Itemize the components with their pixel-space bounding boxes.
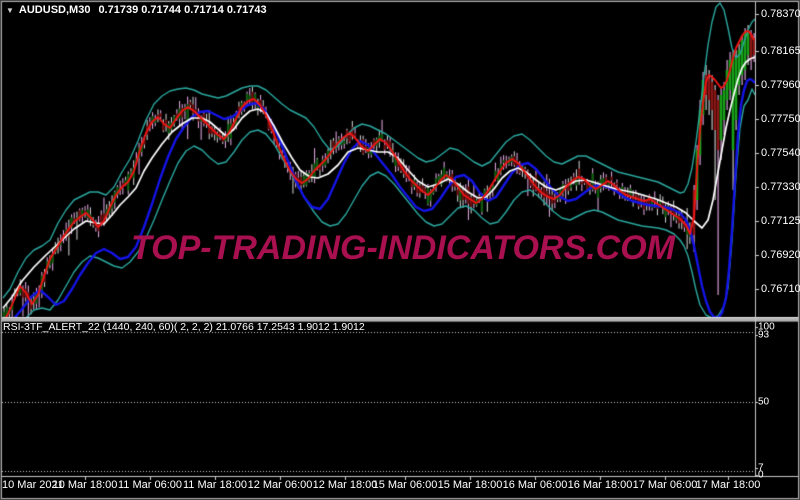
time-axis-label: 17 Mar 06:00 bbox=[632, 479, 698, 491]
indicator-label: RSI-3TF_ALERT_22 (1440, 240, 60)( 2, 2, … bbox=[3, 321, 365, 333]
time-axis-label: 15 Mar 06:00 bbox=[372, 479, 438, 491]
time-axis-label: 17 Mar 18:00 bbox=[695, 479, 761, 491]
price-axis-label: 0.76710 bbox=[761, 283, 800, 295]
subwindow-scale-label: 50 bbox=[758, 396, 770, 408]
time-axis-label: 10 Mar 18:00 bbox=[52, 479, 118, 491]
subwindow-scale-label: 93 bbox=[758, 329, 770, 341]
price-axis-label: 0.77960 bbox=[761, 79, 800, 91]
ohlc-values: 0.71739 0.71744 0.71714 0.71743 bbox=[98, 4, 267, 16]
symbol-readout: ▼ AUDUSD,M30 0.71739 0.71744 0.71714 0.717… bbox=[6, 4, 267, 16]
time-axis-label: 16 Mar 18:00 bbox=[567, 479, 633, 491]
symbol-timeframe-label: AUDUSD,M30 bbox=[18, 4, 91, 16]
price-axis-label: 0.78165 bbox=[761, 45, 800, 57]
price-axis-label: 0.77540 bbox=[761, 147, 800, 159]
time-axis-label: 11 Mar 18:00 bbox=[182, 479, 248, 491]
price-axis-label: 0.77125 bbox=[761, 215, 800, 227]
time-axis-label: 12 Mar 06:00 bbox=[247, 479, 313, 491]
time-axis-label: 10 Mar 2021 bbox=[2, 479, 64, 491]
price-axis-label: 0.77330 bbox=[761, 181, 800, 193]
subwindow-scale-label: 100 bbox=[758, 321, 775, 333]
subwindow-scale-label: 0 bbox=[758, 469, 764, 481]
price-axis-label: 0.78370 bbox=[761, 8, 800, 20]
time-axis-label: 15 Mar 18:00 bbox=[437, 479, 503, 491]
time-axis-label: 16 Mar 06:00 bbox=[502, 479, 568, 491]
price-axis-label: 0.76920 bbox=[761, 249, 800, 261]
symbol-dropdown-icon[interactable]: ▼ bbox=[6, 6, 14, 15]
time-axis-label: 11 Mar 06:00 bbox=[117, 479, 183, 491]
watermark-text: TOP-TRADING-INDICATORS.COM bbox=[131, 229, 675, 267]
subwindow-scale-label: 7 bbox=[758, 462, 764, 474]
time-axis-label: 12 Mar 18:00 bbox=[312, 479, 378, 491]
price-axis-label: 0.77750 bbox=[761, 113, 800, 125]
